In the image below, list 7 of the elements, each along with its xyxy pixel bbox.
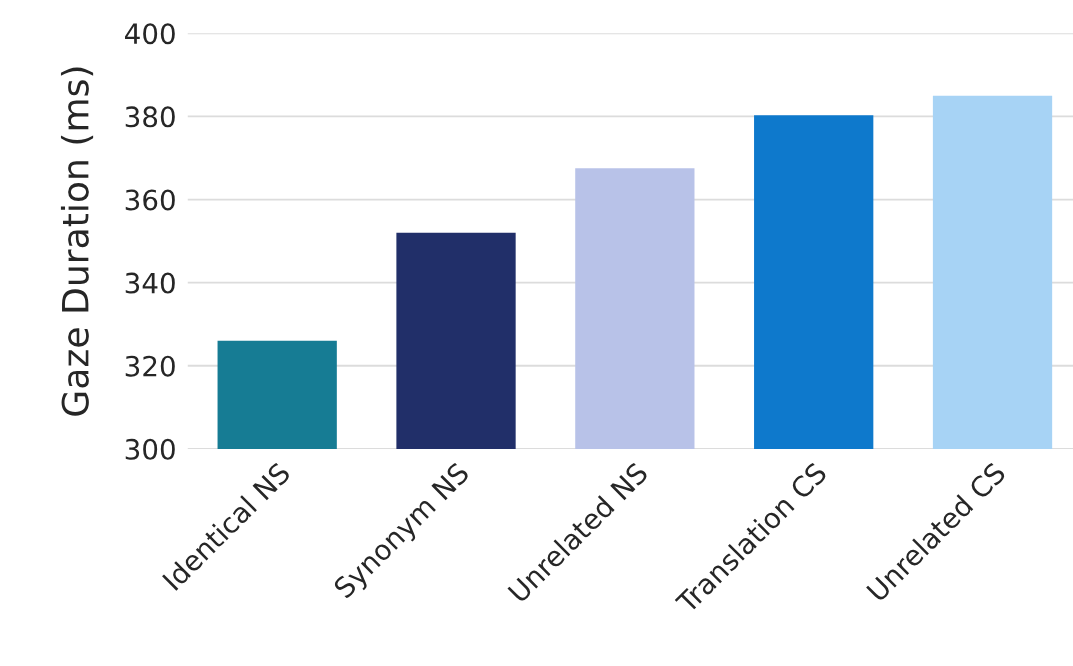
y-tick-label: 320 <box>125 355 175 377</box>
y-tick-label: 340 <box>125 272 175 294</box>
y-tick-label: 380 <box>125 106 175 128</box>
y-tick-label: 400 <box>125 23 175 45</box>
y-tick-label: 300 <box>125 438 175 460</box>
y-axis-title: Gaze Duration (ms) <box>60 67 94 416</box>
y-tick-label: 360 <box>125 189 175 211</box>
